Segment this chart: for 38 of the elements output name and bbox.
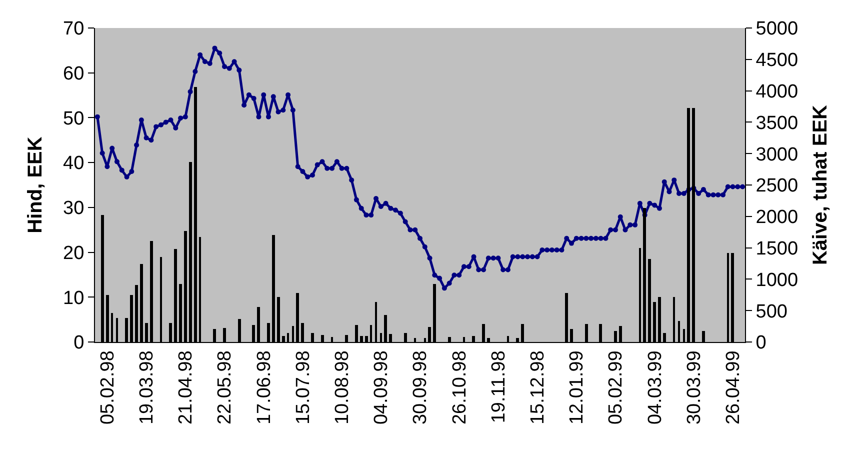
x-tick-label: 05.02.98 — [97, 350, 118, 425]
y2-tick-label: 1000 — [756, 270, 798, 291]
x-tick-label: 21.04.98 — [176, 350, 197, 425]
x-tick-label: 19.11.98 — [488, 350, 510, 424]
y2-tick-label: 4000 — [756, 81, 798, 102]
x-tick-label: 26.04.99 — [722, 350, 744, 425]
x-tick-label: 12.01.99 — [566, 350, 588, 425]
x-tick-label: 19.03.98 — [136, 350, 158, 425]
x-tick-label: 15.12.98 — [527, 350, 548, 425]
y-tick-label: 10 — [63, 288, 84, 309]
y2-tick-label: 2000 — [756, 207, 798, 228]
x-tick-label: 26.10.98 — [449, 350, 470, 425]
x-tick-label: 15.07.98 — [292, 350, 314, 425]
y2-tick-label: 1500 — [756, 238, 798, 260]
y-tick-label: 70 — [63, 18, 84, 40]
y-tick-label: 30 — [63, 198, 84, 220]
y-tick-label: 50 — [63, 108, 84, 130]
x-tick-label: 30.03.99 — [684, 350, 705, 425]
x-tick-label: 10.08.98 — [332, 350, 353, 425]
y-tick-label: 0 — [74, 332, 84, 354]
y2-tick-label: 500 — [756, 301, 788, 322]
y-axis-title: Hind, EEK — [24, 136, 47, 234]
y-tick-label: 40 — [63, 153, 84, 174]
x-tick-label: 30.09.98 — [410, 350, 432, 425]
y2-tick-label: 3500 — [756, 112, 798, 134]
y-tick-label: 20 — [63, 242, 84, 264]
y2-tick-label: 2500 — [756, 176, 798, 197]
y-tick-label: 60 — [63, 64, 84, 85]
x-tick-label: 22.05.98 — [214, 350, 236, 425]
x-tick-label: 04.03.99 — [644, 350, 666, 425]
y2-tick-label: 5000 — [756, 18, 798, 40]
x-tick-label: 17.06.98 — [254, 350, 275, 425]
x-tick-label: 05.02.99 — [606, 350, 627, 425]
y2-axis-title: Käive, tuhat EEK — [810, 104, 832, 266]
x-tick-label: 04.09.98 — [371, 350, 392, 425]
y2-tick-label: 4500 — [756, 50, 798, 72]
y2-tick-label: 3000 — [756, 144, 798, 166]
y2-tick-label: 0 — [756, 332, 766, 354]
